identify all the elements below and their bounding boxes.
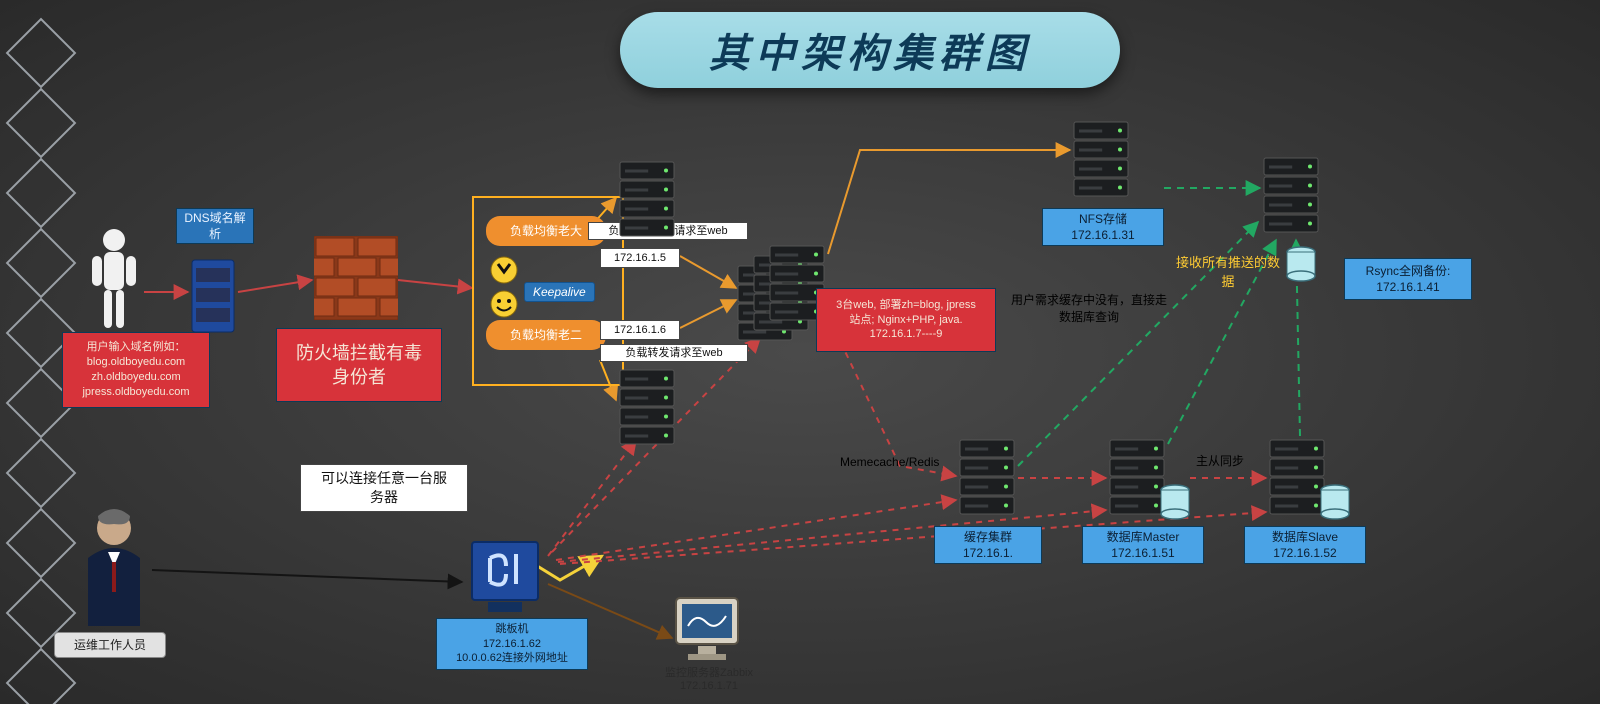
t: Keepalive xyxy=(533,285,586,299)
t: 站点; Nginx+PHP, java. xyxy=(849,313,962,328)
t: 数据库查询 xyxy=(1059,310,1119,324)
t: 172.16.1.7----9 xyxy=(870,327,943,342)
web-server-cluster xyxy=(736,244,828,354)
t: 3台web, 部署zh=blog, jpress xyxy=(836,298,976,313)
t: 身份者 xyxy=(332,365,386,389)
rsync-server-icon xyxy=(1262,156,1320,241)
t: Memecache/Redis xyxy=(840,455,939,469)
t: 用户需求缓存中没有，直接走 xyxy=(1011,293,1167,307)
dns-label: DNS域名解 析 xyxy=(176,208,254,244)
diagram-canvas: 其中架构集群图 用户输入域名例如： blog.oldboyedu.com zh.… xyxy=(0,0,1600,704)
db-slave-icon xyxy=(1268,438,1326,523)
db-master-cylinder xyxy=(1160,484,1190,525)
push-all-text: 接收所有推送的数 据 xyxy=(1162,252,1294,290)
nfs-label: NFS存储 172.16.1.31 xyxy=(1042,208,1164,246)
t: 缓存集群 xyxy=(964,529,1012,545)
t: 务器 xyxy=(370,488,398,507)
edge-lb-to-webmid2 xyxy=(680,300,736,328)
dns-server-icon xyxy=(190,258,236,339)
t: 数据库Slave xyxy=(1272,529,1338,545)
any-connect-label: 可以连接任意一台服 务器 xyxy=(300,464,468,512)
db-slave-cylinder xyxy=(1320,484,1350,525)
nfs-server-icon xyxy=(1072,120,1130,205)
diamond-icon xyxy=(6,438,77,509)
diamond-icon xyxy=(6,228,77,299)
edge-fw-to-lb xyxy=(398,280,472,288)
t: 负载均衡老二 xyxy=(510,327,582,343)
edge-web-to-nfs xyxy=(828,150,1070,254)
firewall-icon xyxy=(314,236,398,320)
jump-host-icon xyxy=(466,536,544,621)
user-icon xyxy=(86,228,142,330)
forward-label-2: 负载转发请求至web xyxy=(600,344,748,362)
push-icon xyxy=(490,256,518,289)
t: NFS存储 xyxy=(1079,211,1127,227)
t: zh.oldboyedu.com xyxy=(91,370,180,385)
t: 数据库Master xyxy=(1107,529,1180,545)
diagram-title: 其中架构集群图 xyxy=(620,12,1120,88)
t: 10.0.0.62连接外网地址 xyxy=(456,651,568,666)
lb-ip-2: 172.16.1.6 xyxy=(600,320,680,340)
db-slave-label: 数据库Slave 172.16.1.52 xyxy=(1244,526,1366,564)
ops-label: 运维工作人员 xyxy=(54,632,166,658)
diamond-icon xyxy=(6,88,77,159)
t: 跳板机 xyxy=(496,622,529,637)
t: 负载均衡老大 xyxy=(510,223,582,239)
t: 172.16.1.51 xyxy=(1111,545,1174,561)
t: Rsync全网备份: xyxy=(1366,263,1451,279)
db-master-label: 数据库Master 172.16.1.51 xyxy=(1082,526,1204,564)
t: 172.16.1. xyxy=(963,545,1013,561)
t: 172.16.1.71 xyxy=(680,680,738,692)
t: 运维工作人员 xyxy=(74,637,146,653)
t: 可以连接任意一台服 xyxy=(321,469,447,488)
firewall-label: 防火墙拦截有毒 身份者 xyxy=(276,328,442,402)
t: DNS域名解 xyxy=(184,210,245,226)
web-cluster-label: 3台web, 部署zh=blog, jpress 站点; Nginx+PHP, … xyxy=(816,288,996,352)
diamond-icon xyxy=(6,158,77,229)
t: 监控服务器Zabbix xyxy=(665,667,753,679)
web-server-bottom xyxy=(618,368,676,453)
keepalive-label: Keepalive xyxy=(524,282,595,302)
lb-ip-1: 172.16.1.5 xyxy=(600,248,680,268)
t: 接收所有推送的数 xyxy=(1176,255,1280,270)
diagram-title-text: 其中架构集群图 xyxy=(709,21,1031,79)
t: jpress.oldboyedu.com xyxy=(82,385,189,400)
memcache-text: Memecache/Redis xyxy=(840,455,939,469)
user-input-label: 用户输入域名例如： blog.oldboyedu.com zh.oldboyed… xyxy=(62,332,210,408)
diamond-icon xyxy=(6,508,77,579)
t: 172.16.1.41 xyxy=(1376,279,1439,295)
t: 172.16.1.52 xyxy=(1273,545,1336,561)
t: blog.oldboyedu.com xyxy=(87,355,185,370)
t: 防火墙拦截有毒 xyxy=(296,341,422,365)
t: 主从同步 xyxy=(1196,454,1244,468)
cache-server-icon xyxy=(958,438,1016,523)
master-slave-sync-text: 主从同步 xyxy=(1196,452,1244,469)
cache-label: 缓存集群 172.16.1. xyxy=(934,526,1042,564)
edge-jump-to-cache xyxy=(556,500,956,560)
t: 172.16.1.5 xyxy=(614,251,666,266)
edge-lb-to-webmid1 xyxy=(680,256,736,288)
t: 用户输入域名例如： xyxy=(87,340,186,355)
edge-ops-to-jump xyxy=(152,570,462,582)
zabbix-label: 监控服务器Zabbix 172.16.1.71 xyxy=(648,664,770,692)
t: 172.16.1.31 xyxy=(1071,227,1134,243)
jump-host-label: 跳板机 172.16.1.62 10.0.0.62连接外网地址 xyxy=(436,618,588,670)
t: 172.16.1.6 xyxy=(614,323,666,338)
edge-dns-to-fw xyxy=(238,280,312,292)
lb2-capsule: 负载均衡老二 xyxy=(486,320,606,350)
t: 172.16.1.62 xyxy=(483,637,541,652)
no-cache-text: 用户需求缓存中没有，直接走 数据库查询 xyxy=(994,291,1184,325)
zabbix-monitor-icon xyxy=(672,594,742,667)
t: 负载转发请求至web xyxy=(625,346,722,361)
ops-person-icon xyxy=(78,508,150,628)
diamond-icon xyxy=(6,18,77,89)
db-master-icon xyxy=(1108,438,1166,523)
edge-jump-to-web1 xyxy=(548,440,636,556)
t: 析 xyxy=(209,226,221,242)
rsync-label: Rsync全网备份: 172.16.1.41 xyxy=(1344,258,1472,300)
t: 据 xyxy=(1221,274,1234,289)
web-server-top xyxy=(618,160,676,245)
smile-icon xyxy=(490,290,518,323)
